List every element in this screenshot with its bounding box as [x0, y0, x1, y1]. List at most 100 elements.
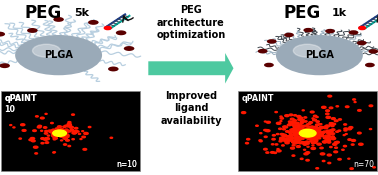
- Circle shape: [338, 119, 341, 120]
- Circle shape: [351, 144, 354, 145]
- Circle shape: [344, 128, 347, 130]
- Circle shape: [314, 132, 316, 133]
- Circle shape: [282, 139, 287, 141]
- Circle shape: [305, 134, 309, 136]
- Circle shape: [280, 139, 282, 140]
- Circle shape: [53, 133, 57, 134]
- Circle shape: [323, 141, 327, 143]
- Circle shape: [316, 121, 319, 122]
- Circle shape: [35, 153, 37, 154]
- Circle shape: [338, 159, 341, 160]
- Circle shape: [308, 129, 312, 131]
- Circle shape: [59, 133, 63, 135]
- Circle shape: [315, 139, 318, 140]
- Circle shape: [13, 127, 15, 128]
- Circle shape: [308, 131, 310, 132]
- Circle shape: [72, 132, 76, 134]
- Circle shape: [259, 141, 262, 142]
- Circle shape: [292, 155, 295, 156]
- Circle shape: [294, 135, 296, 136]
- Circle shape: [305, 134, 309, 136]
- Circle shape: [307, 129, 310, 131]
- Circle shape: [307, 136, 311, 138]
- Circle shape: [312, 136, 316, 138]
- Circle shape: [308, 130, 311, 132]
- Circle shape: [41, 138, 44, 139]
- Circle shape: [285, 131, 289, 132]
- Circle shape: [329, 123, 333, 124]
- Text: qPAINT: qPAINT: [241, 94, 274, 103]
- Circle shape: [307, 130, 310, 132]
- Circle shape: [332, 118, 335, 120]
- Circle shape: [306, 132, 310, 134]
- Text: PEG: PEG: [284, 4, 321, 22]
- Circle shape: [329, 132, 332, 134]
- Circle shape: [292, 138, 294, 139]
- Circle shape: [57, 132, 60, 134]
- Circle shape: [294, 115, 296, 116]
- Circle shape: [331, 133, 335, 134]
- Circle shape: [292, 134, 295, 135]
- Circle shape: [369, 129, 372, 130]
- Circle shape: [308, 132, 312, 134]
- Circle shape: [306, 132, 310, 134]
- Circle shape: [299, 129, 316, 137]
- Circle shape: [58, 132, 62, 134]
- Circle shape: [295, 137, 299, 139]
- Circle shape: [57, 134, 59, 135]
- Circle shape: [304, 133, 308, 135]
- Circle shape: [0, 63, 10, 68]
- Circle shape: [316, 137, 319, 139]
- Circle shape: [308, 130, 311, 131]
- Circle shape: [293, 130, 298, 132]
- Circle shape: [307, 132, 311, 134]
- Circle shape: [314, 128, 319, 130]
- Circle shape: [302, 143, 304, 144]
- Circle shape: [29, 139, 33, 141]
- Circle shape: [27, 28, 38, 33]
- Circle shape: [369, 105, 373, 107]
- Circle shape: [304, 117, 307, 118]
- Circle shape: [373, 167, 375, 168]
- Circle shape: [57, 129, 60, 130]
- Circle shape: [284, 33, 294, 37]
- Circle shape: [308, 133, 311, 135]
- Circle shape: [68, 131, 71, 132]
- Circle shape: [293, 132, 296, 134]
- Circle shape: [264, 121, 266, 122]
- Circle shape: [277, 150, 281, 152]
- Bar: [238, 91, 377, 171]
- Circle shape: [300, 128, 302, 129]
- Circle shape: [313, 115, 317, 117]
- Circle shape: [320, 133, 324, 134]
- Circle shape: [48, 130, 51, 132]
- Circle shape: [309, 132, 312, 133]
- Circle shape: [62, 134, 65, 135]
- Circle shape: [316, 140, 318, 141]
- Circle shape: [315, 132, 319, 134]
- Circle shape: [316, 127, 320, 129]
- Circle shape: [331, 136, 334, 138]
- Circle shape: [82, 131, 84, 132]
- Circle shape: [73, 131, 76, 132]
- Circle shape: [327, 130, 328, 131]
- Circle shape: [64, 125, 68, 127]
- Circle shape: [329, 133, 332, 134]
- Circle shape: [310, 134, 312, 135]
- Text: n=10: n=10: [116, 160, 137, 169]
- Circle shape: [310, 134, 312, 135]
- Circle shape: [296, 125, 299, 127]
- Circle shape: [308, 132, 311, 133]
- Circle shape: [343, 135, 345, 136]
- Circle shape: [266, 130, 270, 132]
- Circle shape: [57, 126, 62, 128]
- Circle shape: [313, 134, 317, 136]
- Text: 1k: 1k: [332, 8, 347, 18]
- Circle shape: [56, 132, 60, 134]
- Circle shape: [301, 127, 304, 129]
- Circle shape: [283, 126, 287, 128]
- Circle shape: [301, 134, 304, 136]
- Text: PLGA: PLGA: [44, 50, 73, 60]
- Circle shape: [305, 134, 307, 135]
- Circle shape: [21, 124, 25, 126]
